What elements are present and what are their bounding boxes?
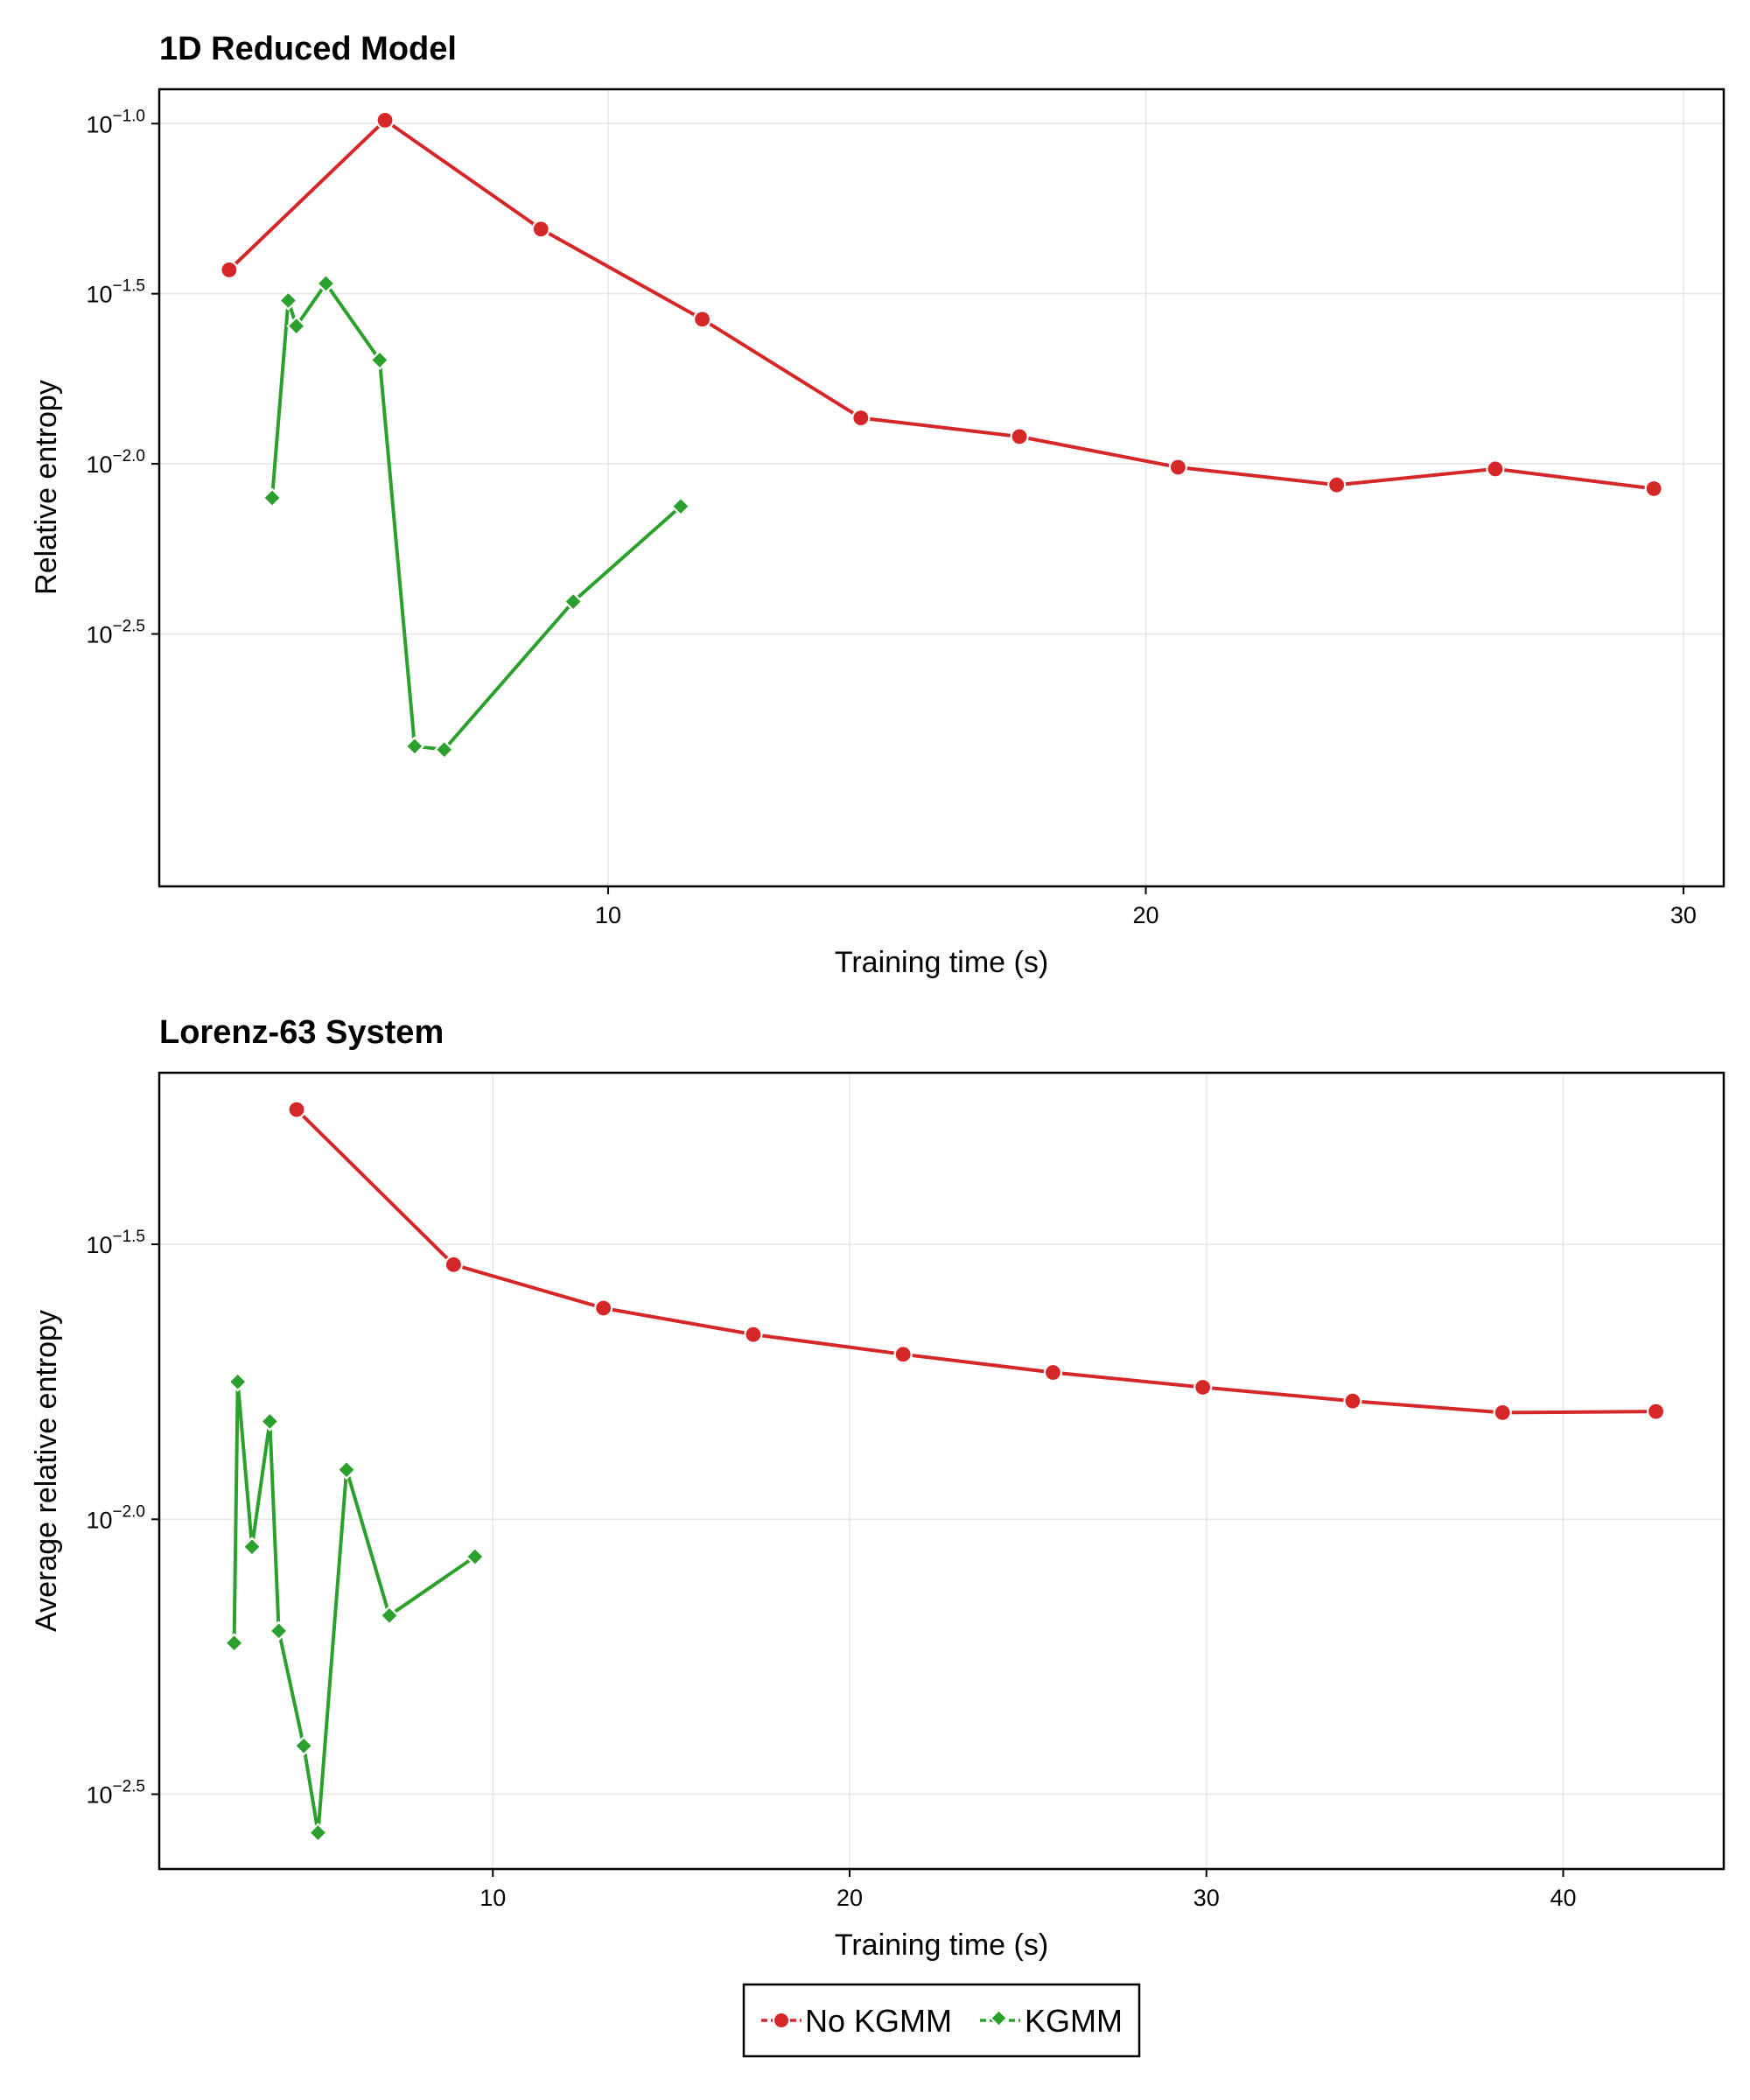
data-point-no-kgmm xyxy=(1493,1403,1512,1422)
legend-label-kgmm: KGMM xyxy=(1025,2003,1123,2039)
x-tick-label: 20 xyxy=(1132,902,1158,928)
data-point-kgmm xyxy=(259,1410,280,1432)
data-point-no-kgmm xyxy=(287,1100,306,1119)
x-tick-labels: 10 20 30 40 xyxy=(480,1869,1577,1911)
legend-label-no-kgmm: No KGMM xyxy=(805,2003,952,2039)
gridlines xyxy=(159,89,1724,886)
gridlines xyxy=(159,1073,1724,1869)
series-line-no-kgmm xyxy=(228,118,1655,491)
data-point-kgmm xyxy=(278,290,298,311)
y-tick-label: 10−2.0 xyxy=(86,1502,145,1533)
y-tick-label: 10−1.5 xyxy=(86,1228,145,1258)
data-point-kgmm xyxy=(262,487,283,508)
data-point-kgmm xyxy=(336,1460,357,1480)
data-point-no-kgmm xyxy=(444,1255,463,1274)
x-tick-label: 30 xyxy=(1194,1885,1220,1911)
chart-lorenz-63-system: Lorenz-63 System 10 20 30 40 10−1.510−2.010… xyxy=(30,1014,1726,1962)
data-point-kgmm xyxy=(293,1735,314,1756)
legend-marker-kgmm xyxy=(989,2008,1009,2028)
x-axis-label: Training time (s) xyxy=(835,1928,1048,1962)
y-tick-label: 10−2.5 xyxy=(86,617,145,648)
legend-entry-kgmm: KGMM xyxy=(980,2003,1123,2039)
x-tick-labels: 10 20 30 xyxy=(595,886,1697,928)
x-tick-label: 10 xyxy=(595,902,621,928)
data-point-no-kgmm xyxy=(851,408,871,428)
series-line-no-kgmm xyxy=(295,1108,1656,1415)
data-point-kgmm xyxy=(242,1536,262,1558)
series-line-kgmm xyxy=(270,282,682,752)
data-point-kgmm xyxy=(228,1371,248,1392)
data-point-no-kgmm xyxy=(893,1345,913,1364)
data-point-no-kgmm xyxy=(1043,1362,1063,1382)
data-point-no-kgmm xyxy=(1646,1402,1666,1421)
data-point-no-kgmm xyxy=(1010,427,1029,446)
y-tick-label: 10−1.5 xyxy=(86,277,145,308)
data-point-kgmm xyxy=(434,739,455,760)
data-point-kgmm xyxy=(379,1605,400,1626)
data-point-no-kgmm xyxy=(1486,459,1505,479)
series-line-kgmm xyxy=(232,1380,477,1835)
legend: No KGMM KGMM xyxy=(742,1983,1141,2058)
data-point-kgmm xyxy=(404,736,425,757)
data-point-kgmm xyxy=(563,592,584,612)
legend-box xyxy=(742,1983,1141,2058)
data-point-no-kgmm xyxy=(1343,1391,1362,1410)
chart-title: Lorenz-63 System xyxy=(159,1014,444,1051)
x-axis-label: Training time (s) xyxy=(835,946,1048,979)
data-point-no-kgmm xyxy=(531,220,550,239)
data-point-no-kgmm xyxy=(1168,458,1187,477)
x-tick-label: 30 xyxy=(1670,902,1697,928)
y-axis-label: Average relative entropy xyxy=(30,1310,63,1632)
y-axis-label: Relative entropy xyxy=(30,380,63,595)
chart-1d-reduced-model: 1D Reduced Model 10 20 30 10−1.0 10−1.5 10−2… xyxy=(30,31,1726,979)
x-tick-label: 40 xyxy=(1550,1885,1576,1911)
plot-frame xyxy=(158,1071,1726,1871)
series-layer xyxy=(220,110,1663,760)
y-tick-labels: 10−1.5 10−2.0 10−2.5 xyxy=(86,1228,159,1809)
y-tick-labels: 10−1.0 10−1.5 10−2.0 10−2.5 xyxy=(86,107,159,648)
data-point-no-kgmm xyxy=(220,260,239,280)
data-point-kgmm xyxy=(369,350,390,370)
data-point-no-kgmm xyxy=(1327,475,1347,494)
series-layer xyxy=(224,1100,1666,1843)
data-point-kgmm xyxy=(316,273,336,294)
legend-marker-no-kgmm xyxy=(773,2012,790,2029)
x-tick-label: 20 xyxy=(836,1885,863,1911)
data-point-no-kgmm xyxy=(1194,1377,1213,1397)
data-point-kgmm xyxy=(670,496,691,517)
data-point-no-kgmm xyxy=(692,310,712,329)
data-point-no-kgmm xyxy=(744,1325,763,1344)
data-point-kgmm xyxy=(465,1546,486,1567)
data-point-no-kgmm xyxy=(1644,479,1663,499)
plot-frame xyxy=(158,88,1726,888)
y-tick-label: 10−2.0 xyxy=(86,447,145,478)
legend-entry-no-kgmm: No KGMM xyxy=(761,2003,952,2039)
data-point-kgmm xyxy=(269,1620,290,1642)
x-tick-label: 10 xyxy=(480,1885,506,1911)
data-point-no-kgmm xyxy=(594,1298,613,1318)
y-tick-label: 10−2.5 xyxy=(86,1778,145,1809)
data-point-kgmm xyxy=(307,1823,328,1843)
y-tick-label: 10−1.0 xyxy=(86,107,145,137)
data-point-kgmm xyxy=(286,316,307,337)
chart-title: 1D Reduced Model xyxy=(159,31,457,67)
data-point-no-kgmm xyxy=(375,110,395,130)
data-point-kgmm xyxy=(224,1633,245,1654)
